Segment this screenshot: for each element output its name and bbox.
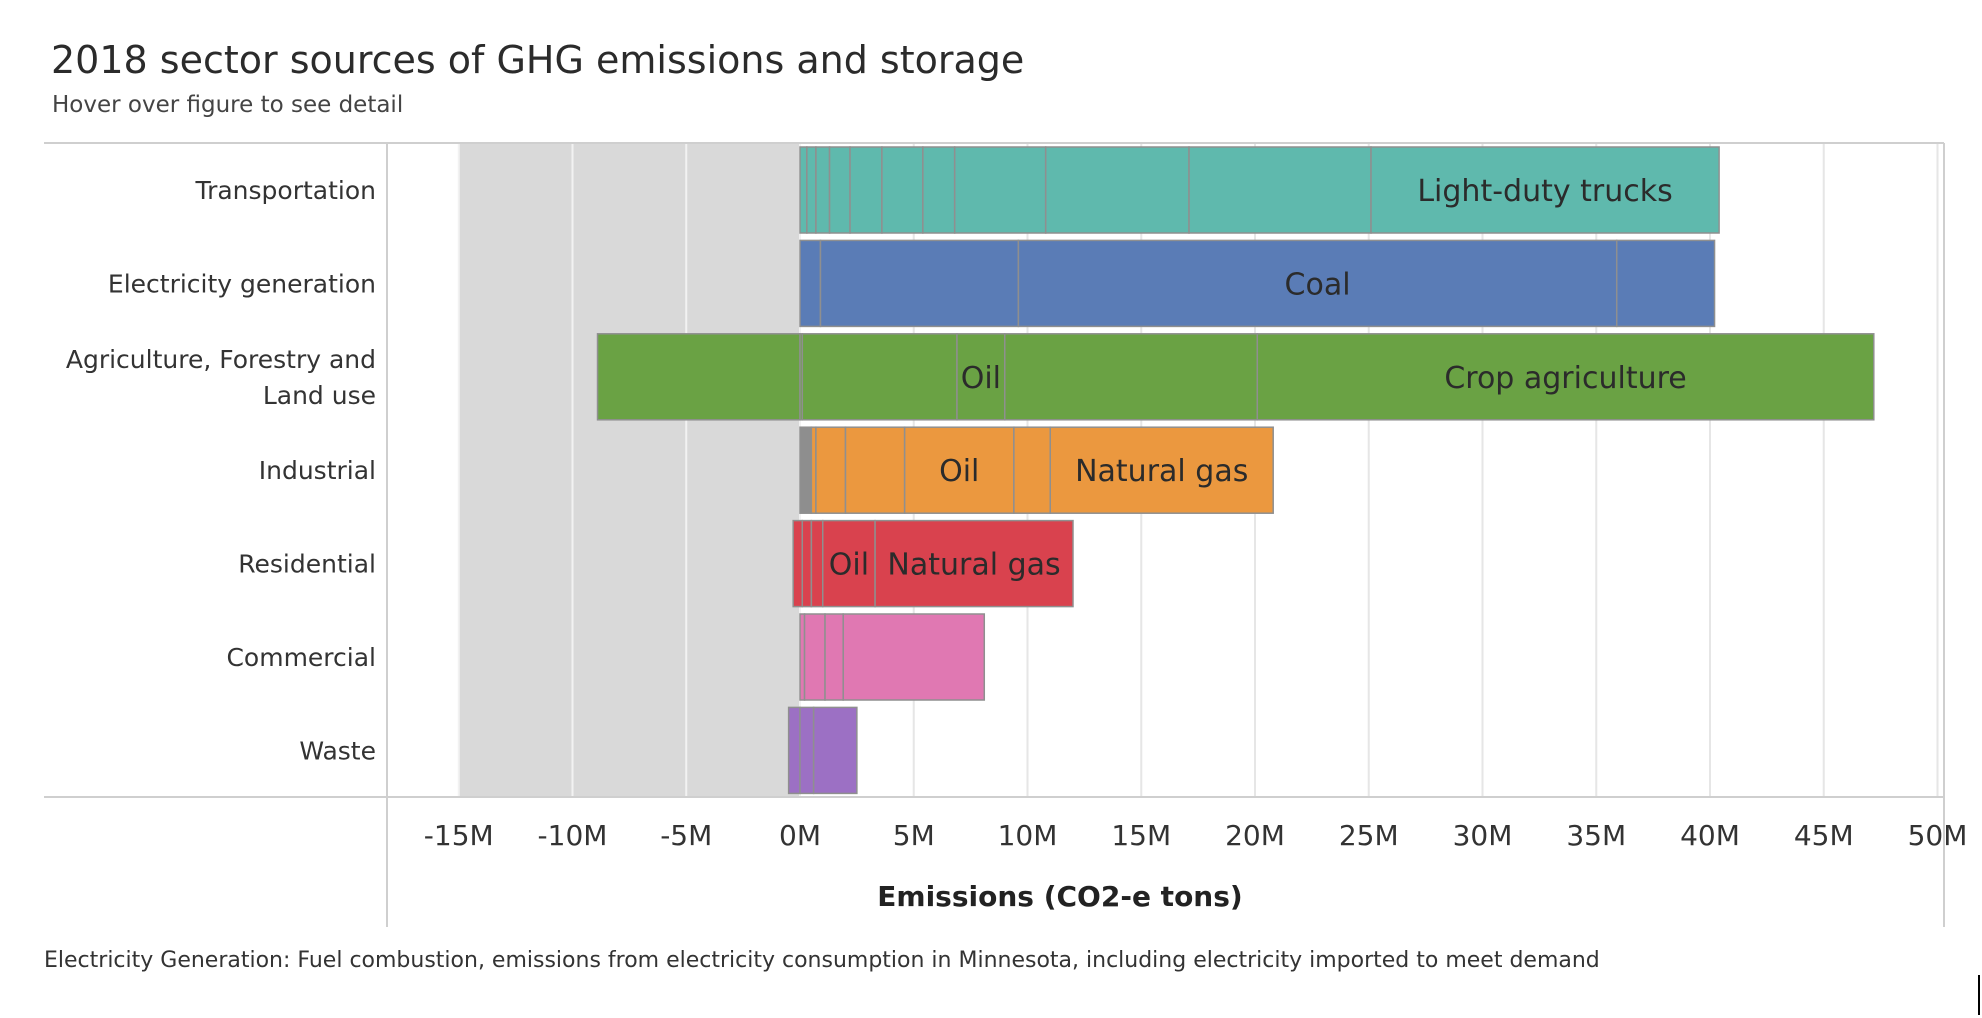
shaded-region	[458, 143, 800, 797]
bar-segment[interactable]	[803, 613, 826, 701]
bar-segment[interactable]	[874, 519, 1074, 608]
segment-label: Light-duty trucks	[1417, 174, 1672, 209]
bar-segment[interactable]	[799, 146, 808, 234]
x-tick-label: 50M	[1908, 819, 1968, 852]
x-tick-label: 0M	[779, 819, 821, 852]
bar-segment[interactable]	[792, 519, 804, 608]
category-label: Agriculture, Forestry and	[66, 345, 376, 374]
bar-segment[interactable]	[1188, 146, 1372, 234]
category-label: Waste	[299, 736, 376, 765]
bar-segment[interactable]	[844, 426, 906, 514]
bar-segment[interactable]	[812, 706, 858, 795]
bar-segment[interactable]	[922, 146, 956, 234]
bar-segment[interactable]	[828, 146, 851, 234]
bar-segment[interactable]	[1004, 333, 1259, 421]
category-label: Commercial	[226, 643, 376, 672]
segment-label: Oil	[829, 548, 869, 583]
bar-segment[interactable]	[799, 706, 815, 795]
bar-segment[interactable]	[1256, 333, 1875, 421]
x-tick-label: 15M	[1111, 819, 1171, 852]
bar-segment[interactable]	[799, 239, 822, 328]
bar-segment[interactable]	[903, 426, 1015, 514]
category-label: Transportation	[194, 176, 376, 205]
x-tick-labels: -15M -10M -5M 0M 5M 10M 15M 20M 25M 30M 35M 40M 45M 5…	[424, 819, 1968, 852]
bar-segment[interactable]	[810, 519, 824, 608]
negative-region-shade	[458, 143, 800, 797]
segment-label: Natural gas	[1075, 454, 1248, 489]
bars[interactable]	[596, 146, 1875, 795]
text-cursor-mark	[1978, 975, 1980, 1015]
segment-label: Natural gas	[887, 548, 1060, 583]
bar-segment[interactable]	[787, 706, 801, 795]
segment-label: Coal	[1285, 267, 1351, 302]
segment-label: Oil	[961, 361, 1001, 396]
x-tick-label: 5M	[893, 819, 935, 852]
plot-frame	[44, 142, 1945, 927]
bar-segment[interactable]	[1049, 426, 1274, 514]
category-label: Industrial	[259, 456, 376, 485]
x-tick-label: 10M	[998, 819, 1058, 852]
bar-segment[interactable]	[815, 426, 847, 514]
bar-segment[interactable]	[815, 146, 831, 234]
bar-segment[interactable]	[1013, 426, 1051, 514]
x-tick-label: -10M	[538, 819, 608, 852]
bar-segment[interactable]	[881, 146, 924, 234]
bar-segment[interactable]	[806, 146, 817, 234]
x-tick-label: 40M	[1680, 819, 1740, 852]
bar-segment[interactable]	[824, 613, 844, 701]
bar-segment[interactable]	[1370, 146, 1720, 234]
x-axis-title: Emissions (CO2-e tons)	[877, 880, 1242, 913]
x-tick-label: 30M	[1453, 819, 1513, 852]
category-label: Electricity generation	[108, 269, 376, 298]
bar-segment[interactable]	[801, 333, 958, 421]
x-tick-label: -15M	[424, 819, 494, 852]
bar-segment[interactable]	[849, 146, 883, 234]
bar-segment[interactable]	[822, 519, 876, 608]
category-label: Land use	[263, 381, 376, 410]
chart-subtitle: Hover over figure to see detail	[52, 92, 404, 118]
x-tick-label: 45M	[1794, 819, 1854, 852]
x-tick-label: 20M	[1225, 819, 1285, 852]
category-label: Residential	[238, 550, 376, 579]
bar-segment[interactable]	[596, 333, 801, 421]
segment-label: Crop agriculture	[1444, 361, 1686, 396]
x-tick-label: 25M	[1339, 819, 1399, 852]
bar-segment[interactable]	[1044, 146, 1190, 234]
bar-segment[interactable]	[801, 519, 813, 608]
segment-labels: Light-duty trucks Coal Oil Crop agriculture…	[829, 174, 1687, 583]
category-labels: Transportation Electricity generation Agri…	[66, 176, 376, 765]
chart-title: 2018 sector sources of GHG emissions and…	[51, 38, 1025, 82]
x-tick-label: 35M	[1566, 819, 1626, 852]
bar-segment[interactable]	[953, 146, 1047, 234]
bar-segment[interactable]	[819, 239, 1020, 328]
footnote: Electricity Generation: Fuel combustion,…	[44, 948, 1600, 973]
x-tick-label: -5M	[660, 819, 712, 852]
segment-label: Oil	[939, 454, 979, 489]
bar-segment[interactable]	[1615, 239, 1716, 328]
bar-segment[interactable]	[842, 613, 986, 701]
bar-segment[interactable]	[799, 426, 813, 514]
